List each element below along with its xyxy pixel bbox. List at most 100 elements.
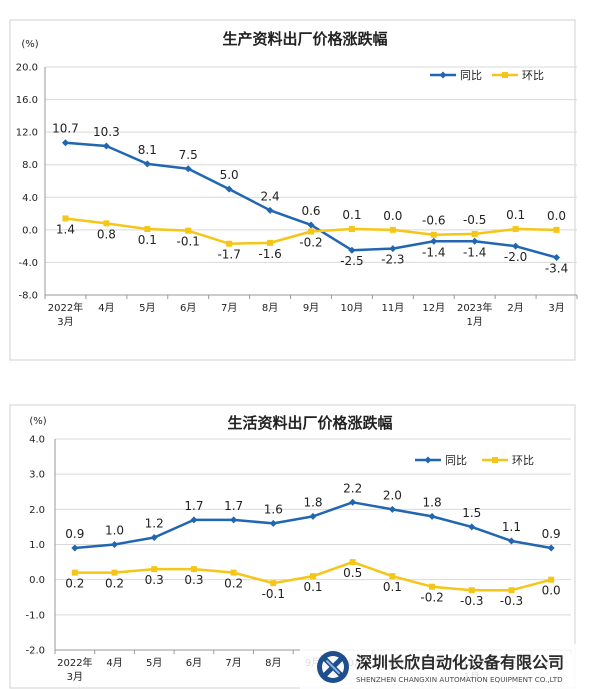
chart2-y-tick-label: 2.0	[29, 505, 45, 516]
chart2-series-mom-point	[151, 566, 158, 573]
chart2-series-mom-data-label: -0.1	[262, 587, 285, 601]
chart2-series-yoy-data-label: 1.8	[303, 495, 322, 509]
chart2-series-mom-data-label: -0.3	[500, 594, 523, 608]
chart2-series-mom-point	[71, 569, 78, 576]
chart2-series-mom-point	[190, 566, 197, 573]
chart2-legend-mom-label: 环比	[512, 454, 534, 467]
chart1-x-tick-label: 4月	[98, 302, 114, 314]
chart1-series-yoy-data-label: -1.4	[422, 245, 445, 259]
chart1-plot: 20.0 16.0 12.0 8.0 4.0 0.0 -4.0 -8.0 2022年 3月 4月 5月…	[9, 19, 578, 361]
chart2-x-tick-label: 6月	[186, 657, 202, 669]
chart2-y-tick-label: -1.0	[25, 610, 45, 621]
chart1-series-mom-point	[267, 239, 274, 246]
chart2-series-yoy-point	[349, 498, 357, 506]
chart2-series-mom-point	[111, 569, 118, 576]
chart1-series-mom-point	[553, 226, 560, 233]
chart1-legend-mom-marker	[502, 72, 508, 78]
chart2-y-tick-label: 3.0	[29, 470, 45, 481]
chart1-y-tick-label: -4.0	[18, 258, 38, 269]
chart2-legend-mom-marker	[492, 457, 498, 463]
chart1-series-yoy-point	[307, 221, 315, 229]
chart2-x-tick-label: 8月	[265, 657, 281, 669]
chart1-series-yoy-data-label: 2.4	[261, 189, 280, 203]
chart1-x-tick-label: 2023年	[457, 301, 492, 314]
chart1-series-mom-data-label: -0.5	[463, 213, 486, 227]
chart1-series-yoy-point	[553, 254, 561, 262]
chart1-x-tick-label: 8月	[262, 302, 278, 314]
chart1-frame	[9, 19, 576, 361]
chart2-series-mom-point	[429, 583, 436, 590]
chart2-series-yoy-point	[230, 516, 238, 524]
chart1-y-tick-label: 16.0	[16, 95, 38, 106]
chart1-series-yoy-point	[61, 139, 69, 147]
chart1-series-yoy-point	[102, 142, 110, 150]
chart2-x-tick-label: 4月	[106, 657, 122, 669]
chart1-series-mom-point	[62, 215, 69, 222]
chart2-x-tick-label: 7月	[225, 657, 241, 669]
chart1-series-yoy-data-label: -2.5	[340, 254, 363, 268]
chart1-series-mom-point	[103, 220, 110, 227]
chart2-series-yoy-data-label: 0.9	[542, 527, 561, 541]
chart2-series-yoy-data-label: 1.6	[264, 502, 283, 516]
chart2-series-mom-data-label: -0.2	[420, 591, 443, 605]
chart1-series-yoy-data-label: -2.0	[504, 250, 527, 264]
chart2-x-tick-label: 3月	[67, 671, 83, 683]
chart2-series-mom-point	[230, 569, 237, 576]
chart1-series-mom-point	[308, 228, 314, 235]
chart2-series-mom-point	[270, 580, 277, 587]
chart2-series-mom-point	[389, 573, 396, 580]
chart1-series-yoy-point	[266, 206, 274, 214]
chart1-series-yoy-point	[512, 242, 520, 250]
chart1-series-yoy-point	[430, 237, 438, 245]
chart2-series-mom-data-label: -0.3	[460, 594, 483, 608]
chart1-legend: 同比 环比	[430, 69, 544, 82]
chart2-series-mom-data-label: 0.5	[343, 566, 362, 580]
chart1-series-mom-point	[348, 226, 355, 233]
chart1-series-mom-data-label: -1.7	[217, 248, 240, 262]
chart2-series-yoy-data-label: 1.2	[145, 516, 164, 530]
chart2-series-yoy-data-label: 2.2	[343, 481, 362, 495]
chart1-series-yoy-data-label: 0.6	[301, 204, 320, 218]
chart1-series-mom-data-label: 1.4	[56, 222, 75, 236]
chart2-series-yoy-data-label: 0.9	[65, 527, 84, 541]
chart2-series-yoy-data-label: 1.8	[423, 495, 442, 509]
chart2-legend: 同比 环比	[415, 454, 534, 467]
chart1-x-tick-label: 2月	[507, 302, 523, 314]
chart2-series-yoy-point	[507, 537, 515, 545]
chart1-series-mom-data-label: 0.0	[383, 209, 402, 223]
chart1-series-mom-point	[226, 240, 233, 247]
chart2-y-unit: (%)	[29, 416, 46, 427]
chart2-series-yoy-point	[150, 533, 158, 541]
chart2-series-yoy-data-label: 1.7	[184, 499, 203, 513]
chart2-series-yoy-point	[547, 544, 555, 552]
chart1-x-tick-label: 3月	[57, 316, 73, 328]
chart1-series-yoy-point	[184, 165, 192, 173]
chart1-legend-yoy-marker	[439, 71, 447, 79]
chart1-series-mom-point	[471, 230, 478, 237]
chart1-series-yoy-data-label: 7.5	[179, 148, 198, 162]
chart2-y-tick-label: -2.0	[25, 646, 45, 657]
chart2-series-mom-data-label: 0.2	[65, 577, 84, 591]
chart1-series-mom-point	[185, 227, 192, 234]
chart1-y-tick-label: 4.0	[22, 193, 38, 204]
chart1-series-mom-data-label: 0.1	[506, 208, 525, 222]
watermark-company-name-en: SHENZHEN CHANGXIN AUTOMATION EQUIPMENT C…	[356, 675, 563, 684]
chart2-series-mom-point	[548, 576, 555, 583]
chart1-series-yoy-point	[348, 246, 356, 254]
chart1-y-tick-label: 8.0	[22, 160, 38, 171]
chart2-series-mom-data-label: 0.1	[303, 580, 322, 594]
chart1-y-tick-label: 0.0	[22, 225, 38, 236]
chart2-y-tick-label: 1.0	[29, 540, 45, 551]
chart2-series-mom-point	[310, 573, 316, 580]
chart1-series-mom-data-label: 0.1	[342, 208, 361, 222]
chart1-series-mom-point	[389, 226, 396, 233]
chart1-series-mom-data-label: 0.8	[97, 227, 116, 241]
chart1-series-mom-point	[430, 231, 437, 238]
chart1-x-tick-label: 11月	[381, 302, 404, 314]
chart1-y-tick-label: 20.0	[16, 63, 38, 74]
chart2-series-yoy-point	[190, 516, 198, 524]
chart2-series-mom-data-label: 0.2	[105, 577, 124, 591]
chart2-y-tick-label: 4.0	[29, 435, 45, 446]
chart1-x-tick-label: 1月	[467, 316, 483, 328]
